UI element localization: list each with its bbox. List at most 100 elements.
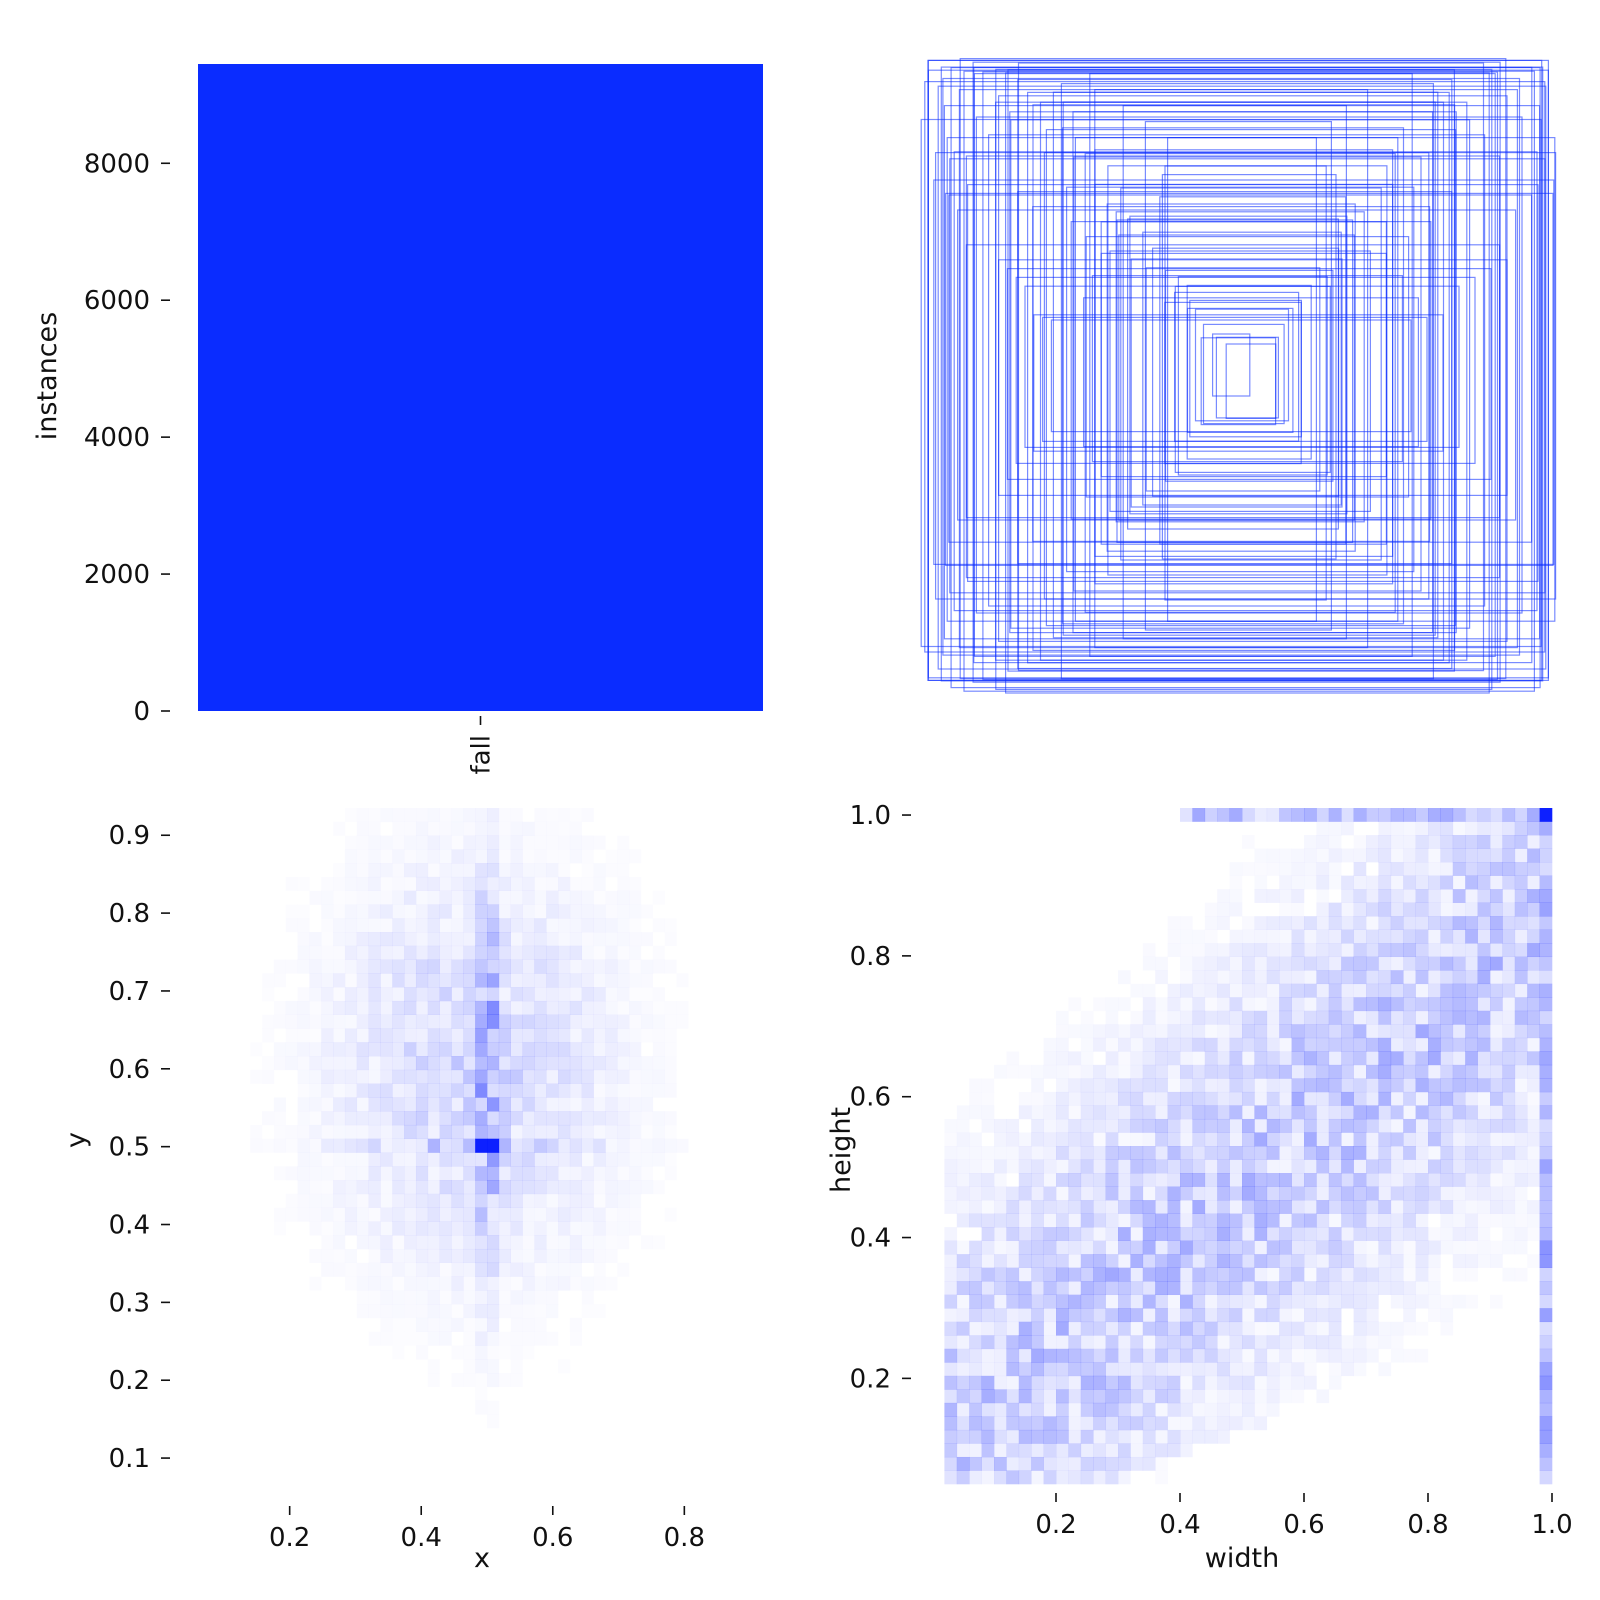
heatmap-cell — [641, 1125, 653, 1139]
heatmap-cell — [522, 1138, 535, 1153]
heatmap-cell — [1465, 1091, 1478, 1106]
heatmap-cell — [1341, 1173, 1354, 1187]
heatmap-cell — [1130, 1186, 1144, 1201]
heatmap-cell — [1142, 1200, 1156, 1214]
heatmap-cell — [1452, 1173, 1466, 1187]
heatmap-cell — [321, 1153, 333, 1167]
heatmap-cell — [487, 1248, 500, 1264]
heatmap-cell — [1192, 1335, 1206, 1350]
heatmap-cell — [1217, 1375, 1230, 1390]
heatmap-cell — [1155, 1457, 1168, 1471]
heatmap-cell — [641, 1028, 653, 1042]
heatmap-cell — [1242, 983, 1255, 998]
heatmap-cell — [1539, 1416, 1553, 1431]
heatmap-cell — [1452, 983, 1466, 998]
heatmap-cell — [1018, 1456, 1032, 1471]
heatmap-cell — [1031, 1308, 1044, 1323]
heatmap-cell — [1167, 1227, 1181, 1241]
heatmap-cell — [487, 835, 500, 850]
heatmap-cell — [415, 1000, 429, 1015]
heatmap-cell — [1031, 1105, 1044, 1120]
heatmap-cell — [1291, 1240, 1305, 1255]
heatmap-cell — [1204, 1200, 1218, 1214]
heatmap-cell — [994, 1429, 1007, 1444]
heatmap-cell — [981, 1118, 995, 1133]
heatmap-cell — [1279, 1105, 1292, 1120]
heatmap-cell — [1254, 1132, 1268, 1147]
heatmap-cell — [309, 1111, 321, 1125]
heatmap-cell — [534, 1138, 547, 1153]
heatmap-cell — [546, 1000, 559, 1015]
heatmap-cell — [451, 1111, 464, 1126]
heatmap-cell — [1229, 1146, 1243, 1160]
heatmap-cell — [956, 1348, 970, 1363]
heatmap-cell — [1403, 1268, 1416, 1282]
heatmap-cell — [1328, 1348, 1342, 1363]
heatmap-cell — [380, 1180, 392, 1194]
bounding-box — [958, 88, 1519, 649]
heatmap-cell — [1242, 1024, 1255, 1039]
heatmap-cell — [1477, 943, 1491, 958]
heatmap-cell — [1192, 1254, 1206, 1268]
heatmap-cell — [286, 1042, 298, 1056]
heatmap-cell — [380, 877, 392, 891]
heatmap-cell — [1539, 1227, 1553, 1241]
heatmap-cell — [1155, 957, 1168, 971]
heatmap-cell — [498, 1221, 511, 1236]
heatmap-cell — [1291, 1362, 1305, 1377]
heatmap-cell — [981, 1429, 995, 1444]
heatmap-cell — [475, 1401, 487, 1415]
heatmap-cell — [1478, 1254, 1491, 1268]
heatmap-cell — [463, 1373, 475, 1387]
heatmap-cell — [617, 1166, 629, 1180]
heatmap-cell — [1006, 1254, 1020, 1268]
heatmap-cell — [1192, 943, 1205, 957]
heatmap-cell — [274, 1221, 286, 1235]
heatmap-cell — [534, 1318, 546, 1332]
heatmap-cell — [1304, 1308, 1317, 1323]
heatmap-cell — [981, 1281, 995, 1296]
heatmap-cell — [1142, 1064, 1156, 1079]
heatmap-cell — [1527, 1051, 1540, 1066]
heatmap-cell — [605, 1193, 618, 1208]
heatmap-cell — [617, 1001, 629, 1015]
heatmap-cell — [404, 1042, 417, 1057]
heatmap-cell — [475, 1000, 488, 1015]
heatmap-cell — [534, 1193, 547, 1208]
heatmap-cell — [1428, 1281, 1441, 1295]
heatmap-cell — [1031, 1321, 1044, 1336]
heatmap-cell — [440, 1318, 452, 1332]
heatmap-cell — [956, 1200, 970, 1214]
heatmap-cell — [1539, 1443, 1553, 1458]
heatmap-cell — [1279, 930, 1292, 944]
heatmap-cell — [1279, 1362, 1292, 1377]
heatmap-cell — [1452, 1064, 1466, 1079]
heatmap-cell — [1217, 1267, 1230, 1282]
heatmap-cell — [594, 836, 606, 850]
heatmap-cell — [534, 918, 547, 933]
heatmap-cell — [546, 1263, 558, 1277]
heatmap-cell — [1366, 835, 1379, 849]
heatmap-cell — [333, 1028, 345, 1042]
heatmap-cell — [1266, 1335, 1280, 1350]
heatmap-cell — [523, 1221, 535, 1235]
heatmap-cell — [1291, 1051, 1305, 1066]
heatmap-cell — [498, 1014, 511, 1029]
heatmap-cell — [1316, 1389, 1329, 1403]
heatmap-cell — [404, 808, 416, 822]
heatmap-cell — [321, 946, 333, 960]
heatmap-cell — [546, 863, 559, 878]
heatmap-cell — [1279, 983, 1292, 998]
y-tick-label: 0.8 — [109, 899, 150, 929]
heatmap-cell — [1502, 1024, 1516, 1039]
heatmap-cell — [1527, 1146, 1540, 1160]
heatmap-cell — [605, 1111, 618, 1126]
heatmap-cell — [380, 1318, 392, 1332]
heatmap-cell — [451, 959, 464, 974]
heatmap-cell — [1155, 1064, 1168, 1079]
heatmap-cell — [1477, 1105, 1491, 1120]
heatmap-cell — [1217, 997, 1230, 1012]
heatmap-cell — [1378, 835, 1392, 849]
heatmap-cell — [1390, 1200, 1404, 1214]
heatmap-cell — [475, 1028, 488, 1043]
